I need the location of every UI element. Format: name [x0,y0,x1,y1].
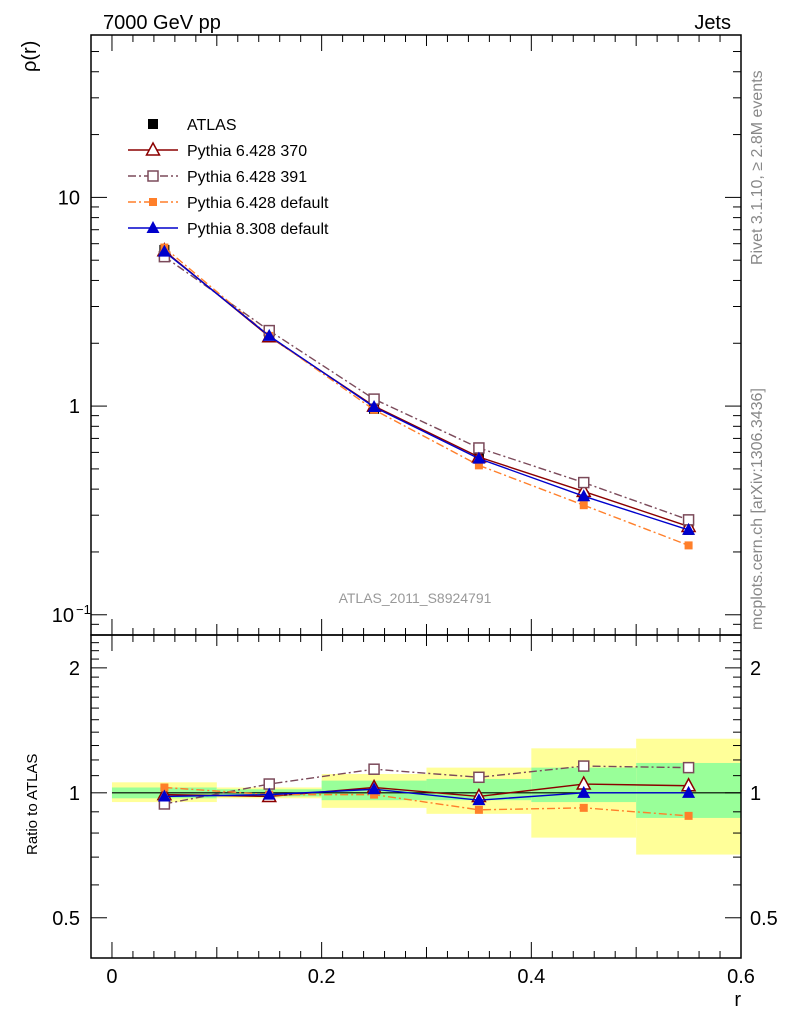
ratio-series-3-point-1 [262,787,276,800]
legend-item-2-marker [147,170,159,182]
legend-item-4-marker [146,221,160,233]
ratio-series-1-point-2 [368,763,380,775]
series-2-point-4 [577,476,590,489]
ratio-series-1-point-3 [473,771,485,784]
ratio-ytick-label-1: 1 [69,783,80,805]
axis-ticks [90,34,742,959]
legend-item-3-marker [149,198,157,206]
series-4-point-0 [157,244,171,257]
header-left: 7000 GeV pp [103,12,221,34]
series-2-point-3 [473,442,485,454]
xlabel: r [734,989,741,1011]
plot-frames [90,34,742,959]
xtick-label-2: 0.4 [517,966,545,988]
ratio-ytick-label-right-1: 1 [750,783,761,805]
xtick-label-3: 0.6 [727,966,755,988]
ratio-series-3-point-0 [157,789,171,802]
ratio-series-3-point-2 [367,782,381,795]
main-ytick-label-2: 10 [58,187,80,209]
ratio-series-group [156,760,697,820]
series-4-point-2 [367,399,381,412]
ratio-series-2-line [164,786,689,817]
ratio-series-2-point-0 [160,783,169,792]
main-series-group [156,242,697,550]
series-4-point-4 [577,489,591,502]
ratio-series-1-point-1 [263,778,275,790]
series-4-point-1 [262,328,276,341]
legend-item-1-marker [145,141,161,156]
ratio-series-1-point-5 [682,761,695,774]
ratio-series-2-point-4 [579,803,588,812]
legend-item-0-label: ATLAS [187,117,237,134]
ratio-series-0-line [164,783,689,798]
main-ylabel: ρ(r) [19,41,41,72]
legend-item-3-label: Pythia 6.428 default [187,195,329,212]
ratio-ytick-label-0: 0.5 [52,908,80,930]
ratio-ytick-label-right-2: 2 [750,658,761,680]
ratio-series-3-point-5 [682,785,696,798]
series-4-line [163,251,689,531]
legend-item-0-marker [148,119,158,129]
side-label-bottom: mcplots.cern.ch [arXiv:1306.3436] [749,388,766,630]
ratio-series-3-point-4 [577,785,591,798]
main-ytick-label-1: 1 [69,396,80,418]
series-1-line [163,250,689,528]
legend: ATLAS Pythia 6.428 370 Pythia 6.428 391 Pyt… [128,117,329,238]
series-4-point-3 [472,451,486,464]
analysis-watermark: ATLAS_2011_S8924791 [339,590,492,606]
ratio-series-1-point-4 [577,760,590,772]
series-2-line [163,256,689,521]
main-ytick-exponent-0: −1 [76,602,91,617]
series-3-point-5 [684,541,693,550]
ratio-series-2-point-3 [474,805,483,814]
header-right: Jets [694,12,731,34]
series-3-point-4 [579,501,588,510]
ratio-series-3-point-3 [472,793,486,806]
side-label-top: Rivet 3.1.10, ≥ 2.8M events [749,70,766,265]
ratio-series-2-point-5 [684,811,693,820]
ratio-series-2-point-2 [370,790,379,799]
legend-item-2-label: Pythia 6.428 391 [187,169,307,186]
series-3-point-3 [474,461,483,470]
xtick-label-0: 0 [106,966,117,988]
legend-item-1-label: Pythia 6.428 370 [187,143,307,160]
ratio-ytick-label-right-0: 0.5 [750,908,778,930]
xtick-label-1: 0.2 [308,966,336,988]
main-ytick-label-0: 10 [52,605,74,627]
ratio-series-3-line [164,788,689,801]
ratio-ytick-label-2: 2 [69,658,80,680]
series-4-point-5 [682,522,696,535]
ratio-uncertainty-bands [111,738,741,855]
legend-item-4-label: Pythia 8.308 default [187,221,329,238]
ratio-ylabel: Ratio to ATLAS [24,754,41,855]
ratio-frame [90,634,742,959]
